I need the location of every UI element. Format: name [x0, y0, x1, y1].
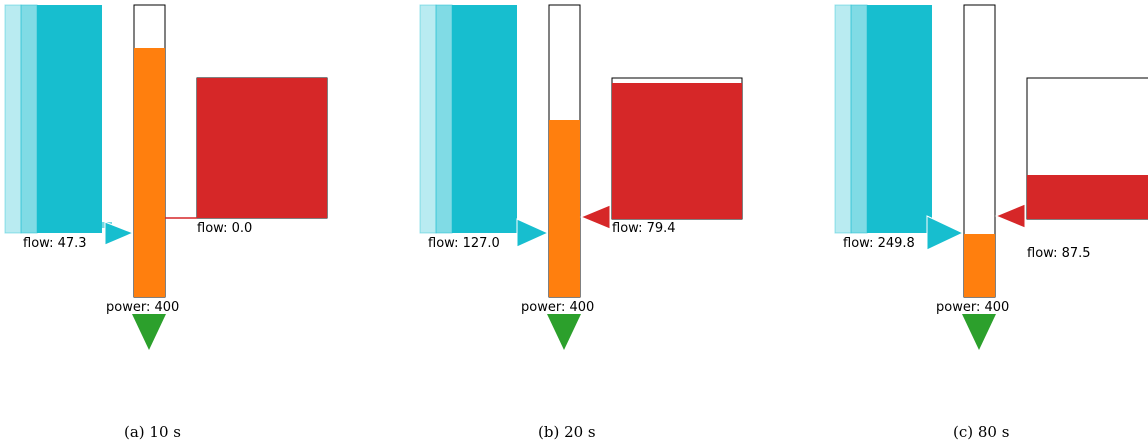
inflow-label: flow: 127.0 — [428, 236, 500, 251]
panel-a: flow: 47.3 flow: 0.0 power: 400 (a) 10 s — [4, 4, 328, 441]
inflow-arrow — [516, 218, 550, 248]
outflow-label: flow: 87.5 — [1027, 246, 1091, 261]
outflow-label: flow: 79.4 — [612, 221, 676, 236]
inflow-source — [867, 5, 932, 233]
power-arrow — [962, 314, 996, 350]
tank-fill — [964, 234, 995, 297]
panel-b: flow: 127.0 flow: 79.4 power: 400 (b) 20… — [419, 4, 743, 441]
inflow-arrow — [104, 221, 135, 246]
inflow-arrow — [926, 215, 965, 251]
inflow-source-faded-1 — [4, 4, 22, 234]
caption-b: (b) 20 s — [538, 423, 596, 441]
power-arrow — [132, 314, 166, 350]
power-label: power: 400 — [521, 300, 594, 315]
tank-fill — [134, 48, 165, 297]
outflow-reservoir-fill — [612, 83, 742, 219]
outflow-arrow — [994, 203, 1026, 229]
tank-fill — [549, 120, 580, 297]
outflow-label: flow: 0.0 — [197, 221, 252, 236]
inflow-source — [37, 5, 102, 233]
inflow-label: flow: 249.8 — [843, 236, 915, 251]
power-arrow — [547, 314, 581, 350]
inflow-source-faded-2 — [20, 4, 38, 234]
outflow-reservoir-fill — [197, 78, 327, 218]
inflow-label: flow: 47.3 — [23, 236, 87, 251]
power-label: power: 400 — [106, 300, 179, 315]
outflow-reservoir-fill — [1027, 175, 1148, 219]
outflow-arrow — [579, 204, 611, 230]
inflow-source-faded-1 — [419, 4, 437, 234]
panel-c: flow: 249.8 flow: 87.5 power: 400 (c) 80… — [834, 4, 1148, 441]
inflow-source-faded-2 — [850, 4, 868, 234]
inflow-source — [452, 5, 517, 233]
caption-c: (c) 80 s — [953, 423, 1009, 441]
power-label: power: 400 — [936, 300, 1009, 315]
inflow-source-faded-2 — [435, 4, 453, 234]
caption-a: (a) 10 s — [124, 423, 181, 441]
inflow-source-faded-1 — [834, 4, 852, 234]
